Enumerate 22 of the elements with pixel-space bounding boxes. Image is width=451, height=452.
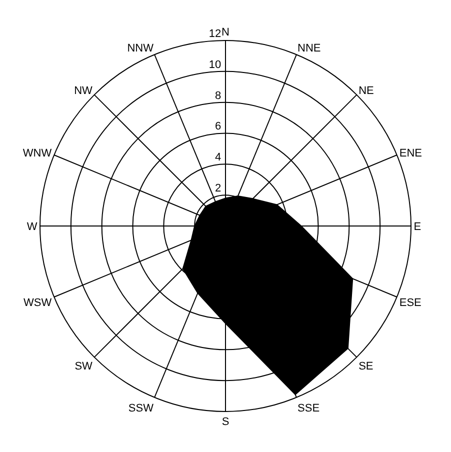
spoke-label: ESE — [399, 296, 422, 309]
y-tick-label: 12 — [208, 28, 222, 40]
spoke-label: SE — [358, 360, 374, 373]
spoke-label: NNW — [127, 42, 154, 55]
spoke-label: N — [222, 26, 230, 39]
y-tick-label: 4 — [215, 152, 222, 164]
spoke-label: W — [26, 220, 38, 233]
spoke-label: ENE — [399, 148, 422, 160]
spoke-label: WNW — [22, 148, 52, 160]
spoke-label: NNE — [298, 42, 321, 55]
spoke-label: E — [414, 220, 422, 233]
spoke-label: SW — [74, 360, 94, 373]
y-tick-label: 6 — [215, 120, 222, 133]
y-tick-label: 2 — [215, 182, 222, 195]
spoke-label: SSE — [298, 402, 320, 415]
spoke-label: NE — [358, 85, 374, 98]
spoke-label: S — [222, 416, 230, 428]
y-tick-label: 8 — [215, 90, 222, 102]
spoke-label: WSW — [24, 296, 52, 309]
spoke-label: SSW — [128, 402, 154, 415]
spoke-label: NW — [74, 85, 94, 98]
y-tick-label: 10 — [208, 58, 222, 71]
